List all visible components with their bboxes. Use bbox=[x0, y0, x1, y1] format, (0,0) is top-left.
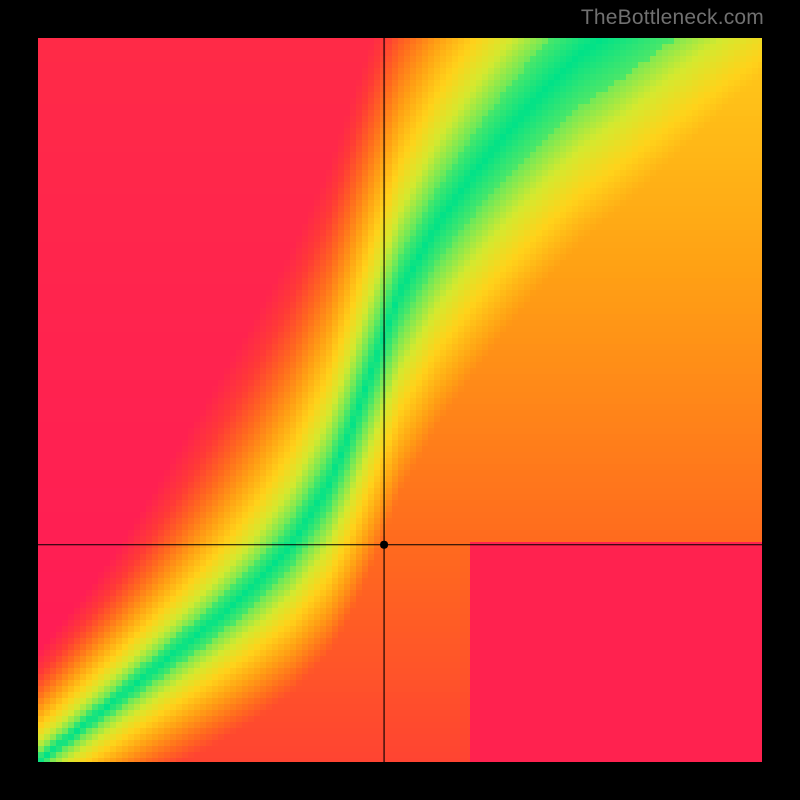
heatmap-canvas bbox=[38, 38, 762, 762]
watermark-text: TheBottleneck.com bbox=[581, 6, 764, 30]
heatmap-plot bbox=[38, 38, 762, 762]
chart-container: TheBottleneck.com bbox=[0, 0, 800, 800]
